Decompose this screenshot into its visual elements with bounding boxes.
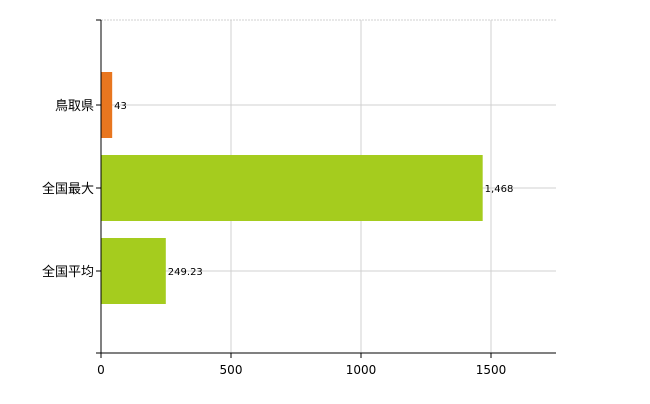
category-label: 全国最大 [42, 181, 94, 197]
bar-2 [101, 238, 166, 304]
bar-0 [101, 72, 113, 138]
x-tick-label: 0 [97, 363, 105, 377]
x-tick-label: 500 [220, 363, 243, 377]
category-label: 鳥取県 [55, 99, 94, 114]
category-label: 全国平均 [42, 264, 94, 280]
x-tick-label: 1500 [476, 363, 507, 377]
x-tick-label: 1000 [346, 363, 377, 377]
data-label: 1,468 [485, 184, 514, 195]
data-label: 43 [114, 101, 127, 112]
bar-1 [101, 155, 483, 221]
data-label: 249.23 [168, 267, 203, 278]
